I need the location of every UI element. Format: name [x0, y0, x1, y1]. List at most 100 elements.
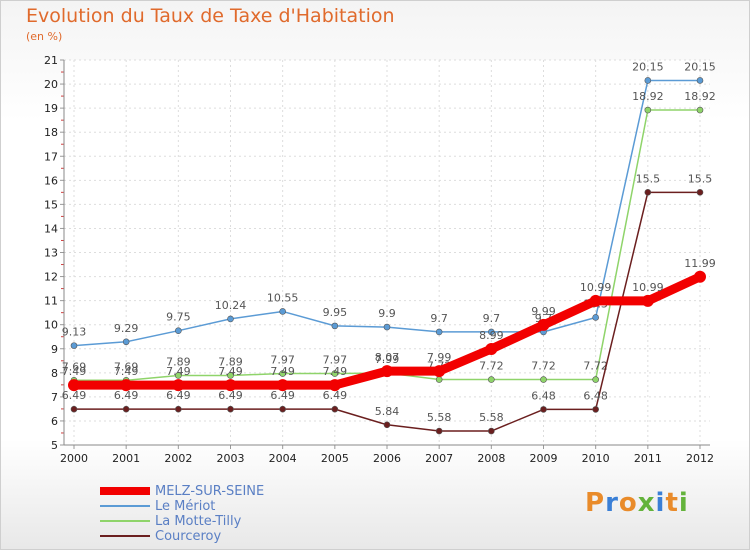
data-point [644, 189, 652, 196]
data-label: 7.72 [531, 360, 556, 373]
legend-swatch [100, 487, 150, 495]
legend-item: MELZ-SUR-SEINE [100, 484, 400, 499]
data-label: 10.55 [267, 291, 299, 304]
data-point [589, 294, 602, 307]
x-tick-label: 2007 [425, 452, 453, 465]
data-point [276, 379, 289, 392]
legend-label: Courceroy [155, 529, 222, 544]
data-label: 6.49 [218, 389, 243, 402]
data-point [696, 77, 704, 84]
x-tick-label: 2012 [686, 452, 714, 465]
data-point [592, 406, 599, 413]
data-label: 7.97 [323, 354, 348, 367]
legend-label: Le Mériot [155, 499, 216, 514]
data-point [435, 328, 443, 336]
y-tick-label: 19 [44, 102, 58, 115]
data-label: 18.92 [632, 90, 664, 103]
y-tick-label: 18 [44, 126, 58, 139]
data-label: 7.99 [375, 353, 400, 366]
data-label: 6.49 [114, 389, 139, 402]
y-tick-label: 15 [44, 198, 58, 211]
data-label: 9.75 [166, 311, 191, 324]
data-point [70, 342, 78, 349]
data-label: 9.13 [62, 326, 87, 339]
data-label: 9.7 [430, 312, 448, 325]
x-tick-label: 2004 [269, 452, 297, 465]
data-point [175, 372, 182, 379]
logo-letter: i [678, 488, 689, 518]
x-tick-label: 2009 [530, 452, 558, 465]
data-point [383, 421, 391, 429]
logo-letter: i [655, 488, 666, 518]
data-point [227, 405, 234, 413]
x-tick-label: 2002 [164, 452, 192, 465]
x-tick-label: 2001 [112, 452, 140, 465]
x-tick-label: 2005 [321, 452, 349, 465]
data-point [641, 294, 654, 307]
data-label: 7.89 [218, 355, 243, 368]
data-label: 7.99 [427, 351, 452, 364]
x-tick-label: 2006 [373, 452, 401, 465]
data-point [696, 189, 704, 196]
legend-label: MELZ-SUR-SEINE [155, 484, 265, 499]
legend-item: Courceroy [100, 529, 400, 544]
data-label: 5.58 [427, 411, 452, 424]
logo-letter: t [665, 488, 679, 518]
logo-letter: r [605, 488, 619, 518]
data-label: 15.5 [636, 172, 661, 185]
data-label: 9.7 [483, 312, 501, 325]
data-point [227, 315, 234, 323]
data-label: 9.29 [114, 322, 139, 335]
legend-item: Le Mériot [100, 499, 400, 514]
data-point [279, 370, 286, 377]
data-label: 10.99 [580, 281, 612, 294]
data-point [540, 406, 547, 413]
data-label: 7.72 [479, 360, 504, 373]
data-point [644, 77, 652, 84]
legend-swatch [100, 505, 150, 507]
data-point [644, 106, 652, 114]
data-point [433, 365, 446, 378]
data-point [592, 314, 599, 321]
y-tick-label: 17 [44, 150, 58, 163]
x-tick-label: 2000 [60, 452, 88, 465]
data-point [485, 342, 498, 355]
legend-item: La Motte-Tilly [100, 514, 400, 529]
data-label: 6.48 [583, 389, 608, 402]
x-tick-label: 2011 [634, 452, 662, 465]
proxiti-logo: Proxiti [585, 488, 689, 518]
y-tick-label: 13 [44, 247, 58, 260]
data-point [488, 427, 495, 435]
data-label: 7.49 [62, 365, 87, 378]
data-label: 6.49 [166, 389, 191, 402]
data-point [331, 405, 339, 413]
y-tick-label: 10 [44, 319, 58, 332]
legend: MELZ-SUR-SEINE Le Mériot La Motte-Tilly Cou… [100, 484, 400, 544]
data-label: 8.99 [479, 329, 504, 342]
data-label: 9.95 [323, 306, 348, 319]
y-tick-label: 20 [44, 78, 58, 91]
logo-letter: P [585, 488, 606, 518]
data-label: 6.49 [62, 389, 87, 402]
data-label: 9.9 [378, 307, 396, 320]
data-label: 20.15 [684, 60, 716, 73]
data-label: 5.84 [375, 405, 400, 418]
data-label: 6.49 [323, 389, 348, 402]
data-label: 18.92 [684, 90, 716, 103]
data-label: 10.99 [632, 281, 664, 294]
chart-title: Evolution du Taux de Taxe d'Habitation [26, 5, 395, 27]
data-label: 6.49 [270, 389, 295, 402]
data-point [175, 327, 182, 335]
data-point [694, 270, 706, 283]
y-tick-label: 7 [51, 391, 58, 404]
data-label: 9.99 [531, 305, 556, 318]
data-label: 7.49 [218, 365, 243, 378]
data-label: 6.48 [531, 389, 556, 402]
data-point [70, 405, 78, 413]
y-tick-label: 9 [51, 343, 58, 356]
data-point [435, 427, 443, 435]
logo-letter: x [637, 488, 656, 518]
y-tick-label: 11 [44, 295, 58, 308]
data-point [696, 106, 704, 114]
